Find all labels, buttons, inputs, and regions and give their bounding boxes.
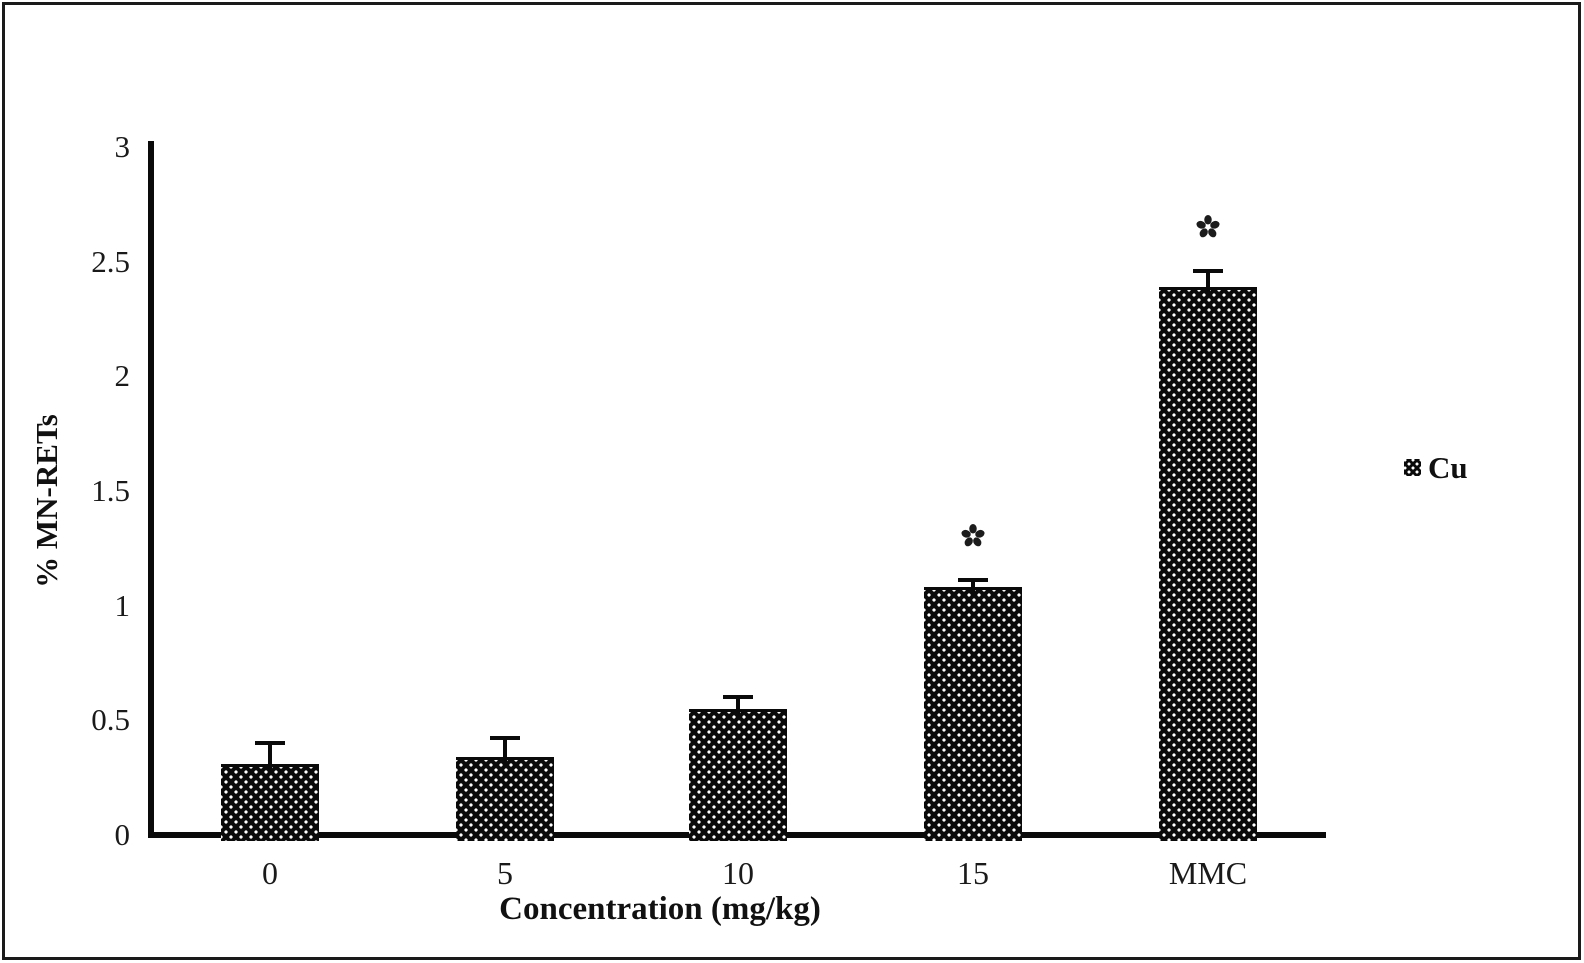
error-bar-cap	[958, 578, 988, 583]
legend: Cu	[1404, 452, 1468, 483]
legend-swatch-pattern-icon	[1404, 459, 1421, 476]
x-tick-label: 15	[957, 855, 989, 891]
error-bar-line	[736, 695, 740, 715]
error-bar-cap	[1193, 268, 1223, 273]
y-tick-label: 0.5	[91, 702, 130, 738]
error-bar-cap	[723, 695, 753, 700]
error-bar-cap	[490, 736, 520, 741]
y-tick-label: 3	[114, 129, 131, 164]
legend-series-label: Cu	[1428, 450, 1468, 485]
y-tick-label: 0	[114, 817, 131, 852]
y-axis-title-text: % MN-RETs	[29, 414, 64, 588]
bar-5	[456, 757, 554, 841]
error-bar-cap	[255, 740, 285, 745]
y-axis-line	[148, 141, 154, 838]
bar-mmc	[1159, 286, 1257, 841]
error-bar-line	[503, 736, 507, 763]
y-tick-label: 1	[114, 587, 131, 623]
x-tick-label: 0	[262, 855, 278, 891]
bar-15	[924, 587, 1022, 841]
x-tick-label: 10	[722, 855, 754, 891]
error-bar-line	[971, 578, 975, 594]
y-tick-label: 2.5	[91, 243, 130, 279]
significance-asterisk-icon	[1194, 213, 1222, 241]
y-tick-label: 2	[114, 358, 131, 394]
error-bar-line	[268, 740, 272, 770]
x-tick-label: MMC	[1168, 855, 1248, 891]
bar-10	[689, 708, 787, 841]
y-tick-label: 1.5	[91, 473, 130, 508]
error-bar-line	[1206, 268, 1210, 293]
significance-asterisk-icon	[959, 522, 987, 550]
x-axis-title: Concentration (mg/kg)	[499, 891, 821, 927]
bar-0	[221, 763, 319, 841]
x-tick-label: 5	[497, 855, 513, 891]
